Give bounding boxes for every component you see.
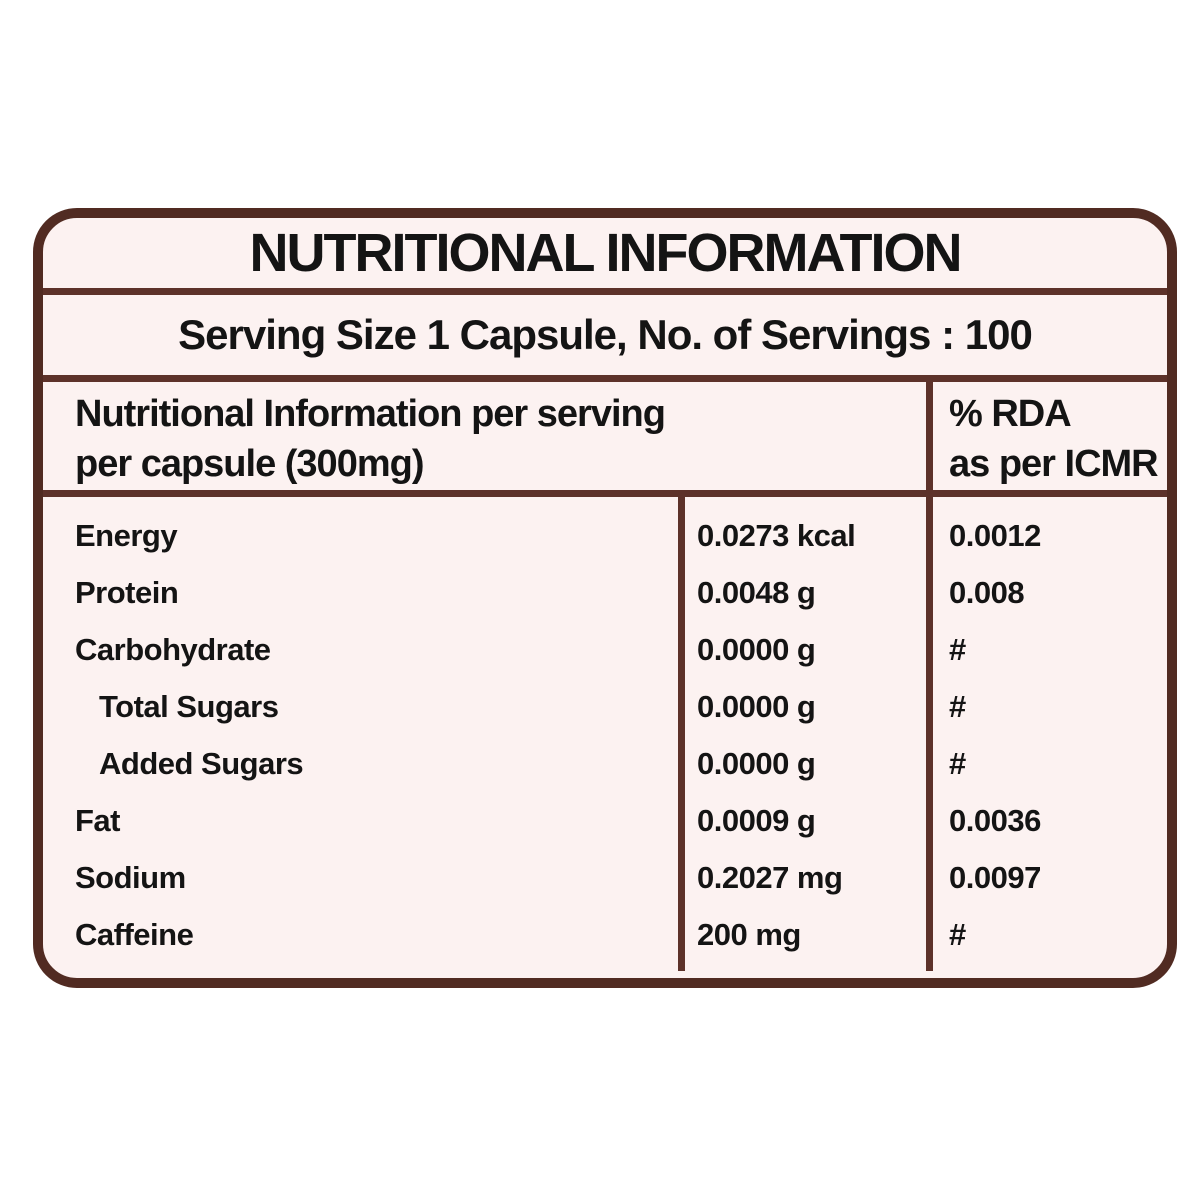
nutrient-value: 0.0000 g bbox=[697, 689, 816, 724]
nutrient-value: 0.0009 g bbox=[697, 803, 816, 838]
column-header-rda-line1: % RDA bbox=[949, 393, 1072, 435]
column-header-nutrition-info-line2: per capsule (300mg) bbox=[75, 443, 424, 485]
nutrient-value: 0.2027 mg bbox=[697, 860, 843, 895]
column-header-nutrition-info: Nutritional Information per serving per … bbox=[43, 382, 926, 490]
nutrient-name: Energy bbox=[75, 518, 178, 553]
nutrient-rda-column: 0.0012 0.008 # # #0.0036 0.0097 # bbox=[926, 497, 1167, 971]
nutrition-table: Energy Protein Carbohydrate Total Sugars Add… bbox=[43, 497, 1167, 971]
nutrient-name: Added Sugars bbox=[99, 746, 304, 781]
column-header-nutrition-info-line1: Nutritional Information per serving bbox=[75, 393, 666, 435]
nutrient-value: 0.0048 g bbox=[697, 575, 816, 610]
label-title: NUTRITIONAL INFORMATION bbox=[43, 218, 1167, 295]
nutrient-value: 0.0000 g bbox=[697, 746, 816, 781]
nutrient-rda: 0.008 bbox=[949, 575, 1025, 610]
nutrient-value-column: 0.0273 kcal 0.0048 g 0.0000 g 0.0000 g 0.000… bbox=[678, 497, 926, 971]
nutrient-rda: # bbox=[949, 917, 966, 952]
column-header-rda: % RDA as per ICMR bbox=[926, 382, 1167, 490]
nutrient-name: Caffeine bbox=[75, 917, 194, 952]
nutrition-label-card: NUTRITIONAL INFORMATION Serving Size 1 C… bbox=[33, 208, 1177, 988]
nutrient-name: Sodium bbox=[75, 860, 186, 895]
nutrient-value: 200 mg bbox=[697, 917, 801, 952]
nutrient-name: Protein bbox=[75, 575, 179, 610]
nutrient-name: Fat bbox=[75, 803, 121, 838]
nutrient-value: 0.0000 g bbox=[697, 632, 816, 667]
nutrient-rda: 0.0036 bbox=[949, 803, 1041, 838]
nutrient-rda: # bbox=[949, 632, 966, 667]
nutrient-rda: 0.0012 bbox=[949, 518, 1041, 553]
nutrient-rda: # bbox=[949, 689, 966, 724]
nutrient-name-column: Energy Protein Carbohydrate Total Sugars Add… bbox=[43, 497, 678, 971]
table-header-row: Nutritional Information per serving per … bbox=[43, 382, 1167, 497]
column-header-rda-line2: as per ICMR bbox=[949, 443, 1159, 485]
nutrient-value: 0.0273 kcal bbox=[697, 518, 856, 553]
nutrient-name: Carbohydrate bbox=[75, 632, 271, 667]
nutrient-name: Total Sugars bbox=[99, 689, 279, 724]
nutrient-rda: # bbox=[949, 746, 966, 781]
serving-size-line: Serving Size 1 Capsule, No. of Servings … bbox=[43, 295, 1167, 382]
nutrient-rda: 0.0097 bbox=[949, 860, 1041, 895]
